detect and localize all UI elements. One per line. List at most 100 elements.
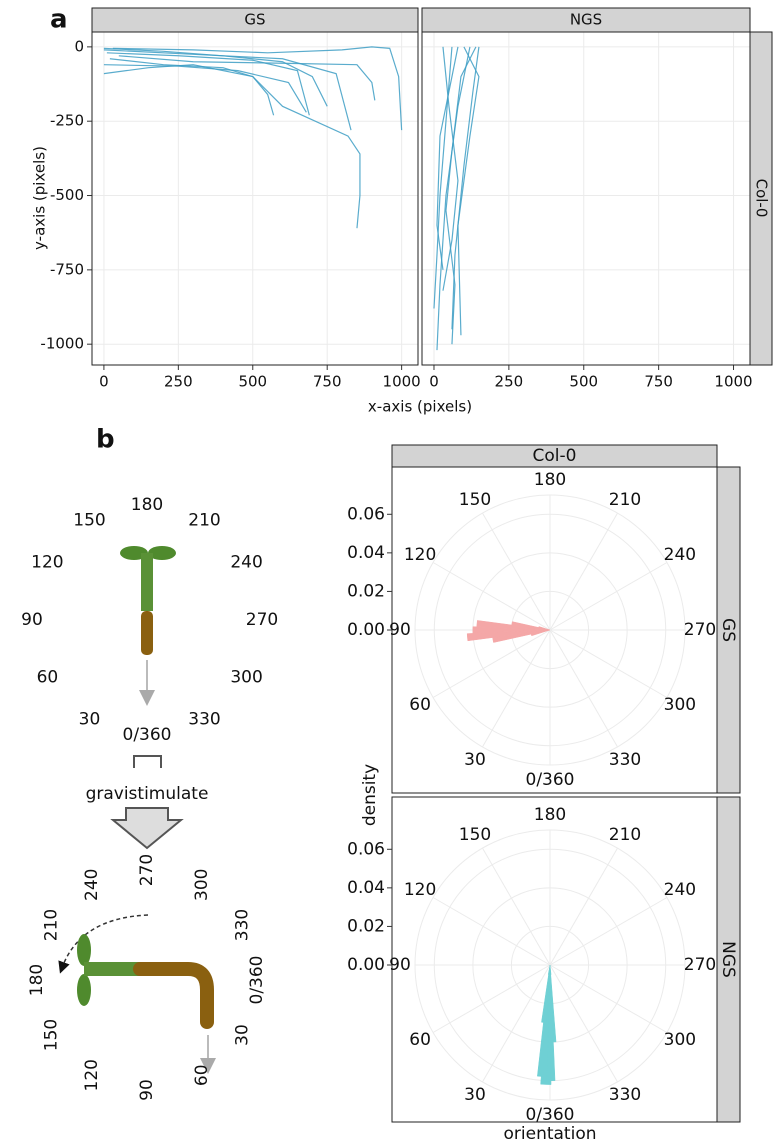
angle-label: 30	[79, 710, 101, 730]
panel-label: b	[96, 425, 115, 455]
angle-label: 240	[230, 553, 262, 573]
x-axis-title: orientation	[504, 1124, 597, 1144]
density-wedge	[466, 629, 551, 642]
x-tick-label: 500	[569, 373, 598, 391]
grid-spoke	[482, 847, 551, 966]
y-axis-title: density	[360, 764, 380, 826]
grid-spoke	[432, 897, 551, 966]
angle-label: 150	[459, 825, 491, 845]
r-tick-label: 0.04	[347, 878, 385, 898]
trace	[103, 49, 352, 131]
grid-spoke	[432, 629, 551, 698]
angle-label: 120	[31, 553, 63, 573]
angle-label: 120	[404, 880, 436, 900]
angle-label: 0/360	[123, 725, 172, 745]
x-tick-label: 250	[164, 373, 193, 391]
grid-spoke	[549, 629, 668, 698]
plot-border	[91, 31, 419, 366]
trace	[109, 58, 275, 116]
angle-label: 60	[192, 1064, 212, 1086]
angle-label: 210	[609, 490, 641, 510]
angle-label: 90	[21, 610, 43, 630]
x-axis-title: x-axis (pixels)	[368, 398, 472, 416]
angle-label: 90	[389, 620, 411, 640]
angle-label: 330	[609, 1085, 641, 1105]
angle-label: 210	[42, 909, 62, 941]
x-tick-label: 1000	[383, 373, 421, 391]
angle-label: 150	[42, 1019, 62, 1051]
angle-label: 0/360	[526, 770, 575, 790]
grid-spoke	[432, 562, 551, 631]
facet-label: Col-0	[533, 446, 577, 466]
trace	[457, 46, 480, 336]
angle-label: 330	[188, 710, 220, 730]
r-tick-label: 0.00	[347, 955, 385, 975]
angle-label: 300	[192, 869, 212, 901]
plot-area	[92, 32, 418, 365]
x-tick-label: 750	[313, 373, 342, 391]
y-tick-label: 0	[74, 37, 84, 55]
angle-label: 330	[232, 909, 252, 941]
r-tick-label: 0.02	[347, 916, 385, 936]
y-tick-label: -750	[50, 260, 84, 278]
angle-label: 60	[409, 1030, 431, 1050]
trace	[436, 46, 471, 351]
trace	[445, 46, 477, 345]
angle-label: 150	[73, 510, 105, 530]
x-tick-label: 250	[495, 373, 524, 391]
y-tick-label: -500	[50, 186, 84, 204]
angle-label: 300	[664, 695, 696, 715]
trace	[103, 47, 328, 107]
angle-label: 180	[131, 495, 163, 515]
grid-spoke	[482, 964, 551, 1083]
facet-label: GS	[718, 618, 738, 642]
trace	[112, 46, 403, 131]
r-tick-label: 0.06	[347, 504, 385, 524]
trace	[118, 55, 376, 101]
gravistimulate-arrow	[110, 755, 184, 850]
seedling-after	[58, 914, 216, 1074]
trace	[106, 52, 310, 116]
density-wedge	[472, 626, 551, 634]
angle-label: 240	[82, 869, 102, 901]
facet-strip	[421, 7, 751, 33]
grid-spoke	[549, 964, 618, 1083]
trace	[103, 64, 307, 113]
angle-label: 330	[609, 750, 641, 770]
density-wedge	[538, 626, 551, 631]
angle-label: 180	[534, 470, 566, 490]
angle-label: 90	[137, 1079, 157, 1101]
angle-label: 30	[464, 750, 486, 770]
action-label: gravistimulate	[86, 784, 209, 804]
grid-spoke	[549, 847, 618, 966]
r-tick-label: 0.06	[347, 839, 385, 859]
trace	[436, 46, 459, 270]
facet-label: Col-0	[753, 179, 771, 218]
y-axis-title: y-axis (pixels)	[31, 146, 49, 250]
density-wedge	[541, 964, 551, 1024]
grid-spoke	[549, 629, 618, 748]
angle-label: 0/360	[247, 956, 267, 1005]
grid-spoke	[549, 512, 618, 631]
angle-label: 240	[664, 545, 696, 565]
facet-label: GS	[244, 11, 265, 29]
r-tick-label: 0.02	[347, 581, 385, 601]
facet-strip	[716, 796, 741, 1123]
x-tick-label: 1000	[714, 373, 752, 391]
angle-label: 210	[188, 510, 220, 530]
angle-label: 30	[232, 1024, 252, 1046]
grid-spoke	[482, 629, 551, 748]
angle-label: 60	[37, 668, 59, 688]
y-tick-label: -250	[50, 112, 84, 130]
r-tick-label: 0.04	[347, 543, 385, 563]
trace	[442, 46, 459, 291]
plot-area	[422, 32, 750, 365]
grid-spoke	[549, 964, 668, 1033]
angle-label: 270	[137, 854, 157, 886]
angle-label: 270	[684, 955, 716, 975]
seedling-before	[120, 546, 176, 706]
angle-label: 180	[27, 964, 47, 996]
angle-label: 270	[684, 620, 716, 640]
grid-spoke	[482, 512, 551, 631]
